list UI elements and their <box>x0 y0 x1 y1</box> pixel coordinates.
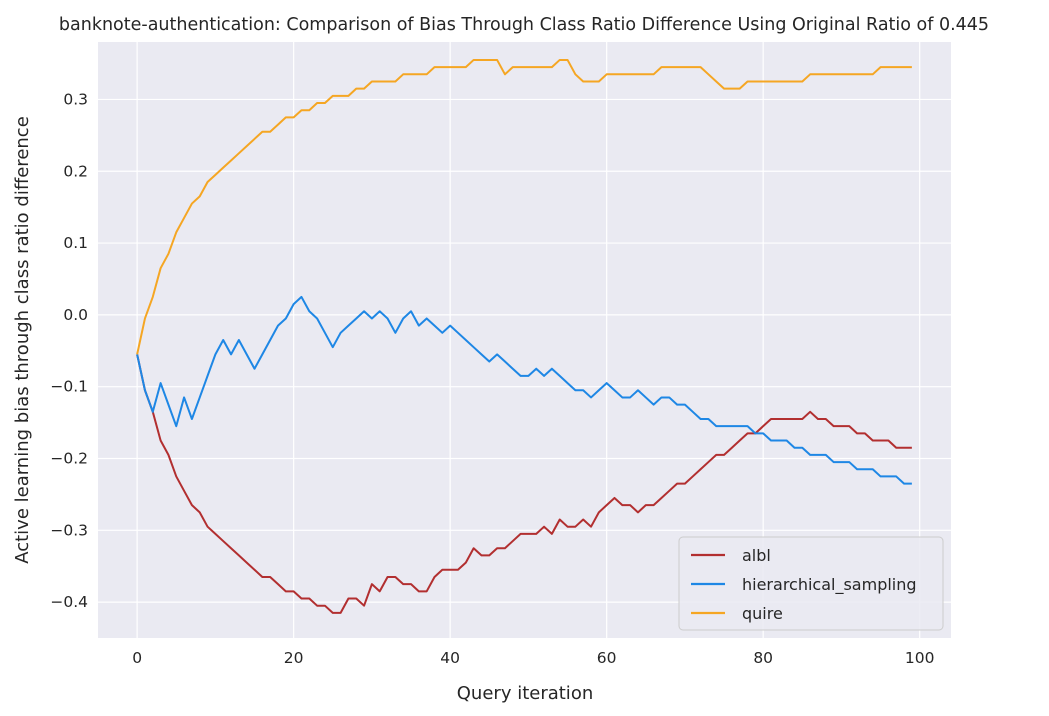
x-tick-label: 20 <box>284 649 304 667</box>
y-tick-label: −0.3 <box>50 521 88 539</box>
y-axis-label: Active learning bias through class ratio… <box>12 116 33 564</box>
y-tick-label: 0.0 <box>63 306 88 324</box>
x-tick-label: 100 <box>905 649 935 667</box>
x-axis-ticks: 0 20 40 60 80 100 <box>132 649 934 667</box>
legend-box <box>678 536 944 631</box>
y-tick-label: 0.2 <box>63 162 88 180</box>
legend-label: quire <box>742 604 783 623</box>
y-tick-label: 0.1 <box>63 234 88 252</box>
x-tick-label: 60 <box>597 649 617 667</box>
series-layer <box>136 58 912 614</box>
x-axis-label: Query iteration <box>457 683 593 704</box>
x-tick-label: 40 <box>440 649 460 667</box>
y-axis-ticks: −0.4 −0.3 −0.2 −0.1 0.0 0.1 0.2 0.3 <box>50 90 88 611</box>
y-tick-label: 0.3 <box>63 90 88 108</box>
y-tick-label: −0.2 <box>50 449 88 467</box>
series-line-albl <box>136 354 912 614</box>
series-line-quire <box>136 58 912 355</box>
series-line-hierarchical_sampling <box>136 295 912 485</box>
x-tick-label: 80 <box>753 649 773 667</box>
y-tick-label: −0.4 <box>50 593 88 611</box>
x-tick-label: 0 <box>132 649 142 667</box>
y-tick-label: −0.1 <box>50 378 88 396</box>
chart-title: banknote-authentication: Comparison of B… <box>59 15 989 35</box>
grid-lines <box>98 42 951 638</box>
legend-label: hierarchical_sampling <box>742 575 917 595</box>
legend-label: albl <box>742 546 771 565</box>
